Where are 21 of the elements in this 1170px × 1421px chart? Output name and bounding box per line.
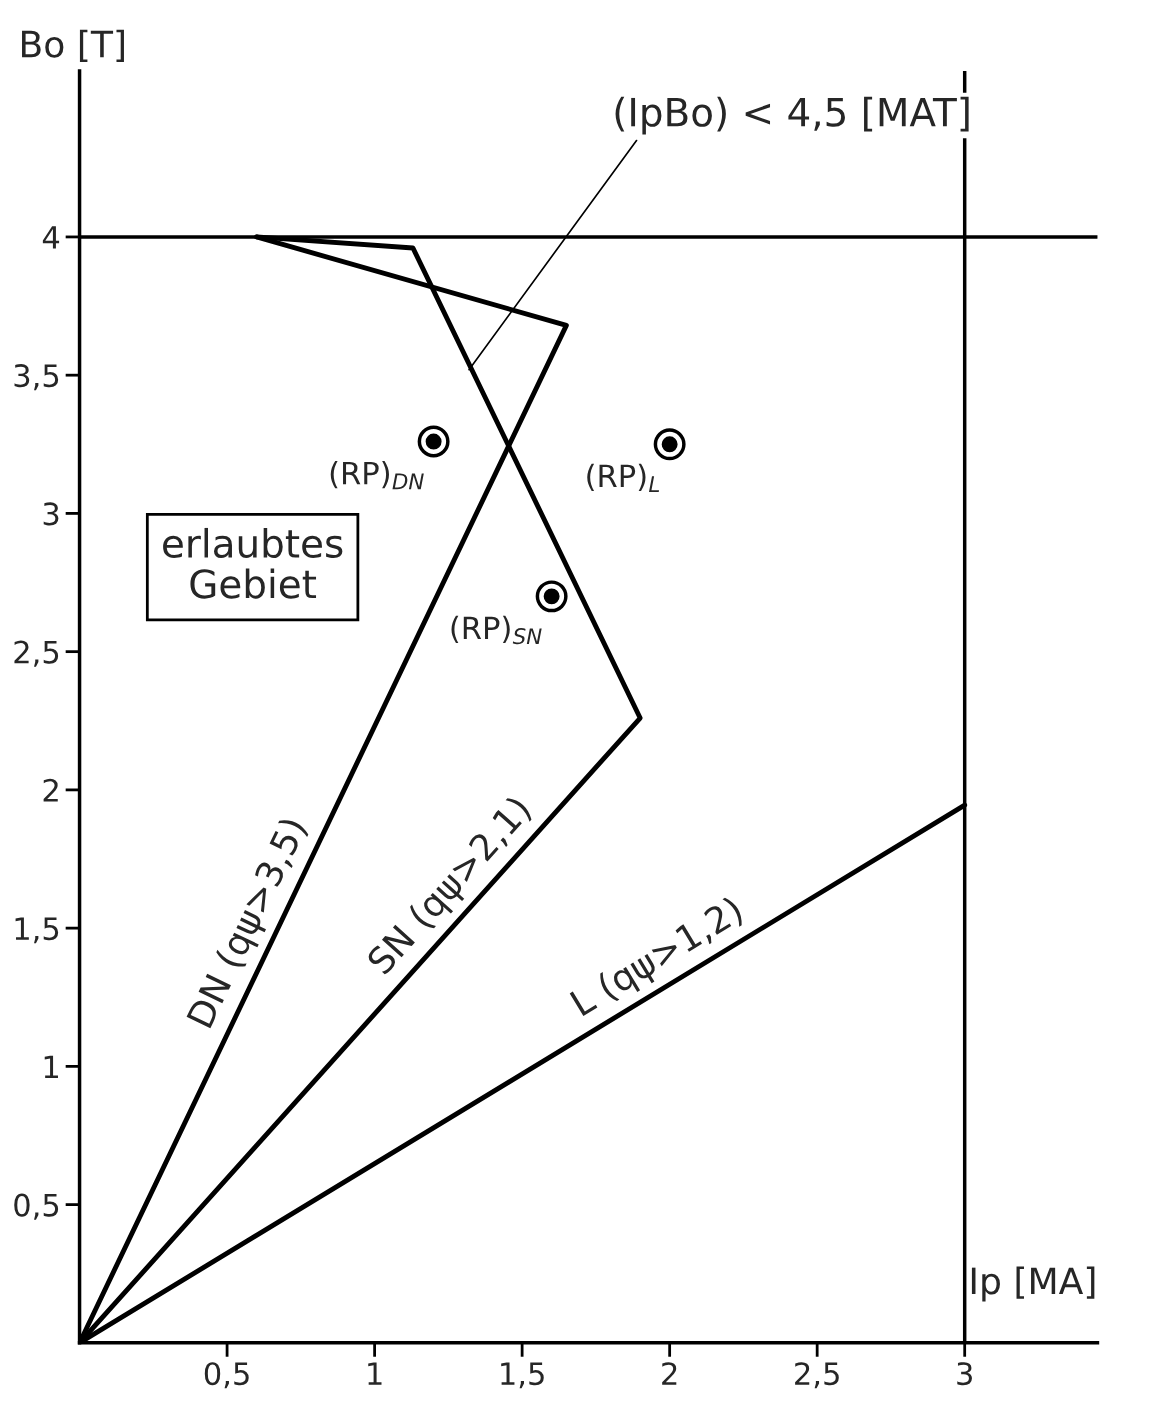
y-tick-label: 3,5 — [14, 364, 59, 391]
y-axis-title: Bo [T] — [22, 29, 124, 62]
y-tick-label: 2,5 — [14, 640, 59, 667]
x-tick-label: 2 — [662, 1362, 677, 1385]
data-label: (RP)$_{SN}$ — [451, 615, 542, 645]
x-tick-label: 0,5 — [204, 1362, 249, 1389]
y-tick-label: 1 — [44, 1055, 58, 1078]
y-tick-label: 4 — [42, 226, 60, 249]
y-tick-label: 0,5 — [14, 1193, 59, 1220]
annotation: erlaubtes Gebiet — [163, 527, 343, 599]
x-tick-label: 3 — [957, 1362, 972, 1386]
data-label: (RP)$_{DN}$ — [330, 460, 424, 490]
data-label: (RP)$_{L}$ — [587, 463, 660, 492]
y-tick-label: 3 — [43, 502, 59, 526]
x-tick-label: 2,5 — [795, 1362, 839, 1389]
y-tick-label: 2 — [43, 778, 58, 802]
annotation: (IpBo) < 4,5 [MAT] — [615, 96, 969, 135]
y-tick-label: 1,5 — [15, 917, 59, 944]
x-tick-label: 1,5 — [501, 1362, 544, 1389]
x-axis-title: Ip [MA] — [971, 1266, 1095, 1302]
x-tick-label: 1 — [368, 1362, 382, 1385]
